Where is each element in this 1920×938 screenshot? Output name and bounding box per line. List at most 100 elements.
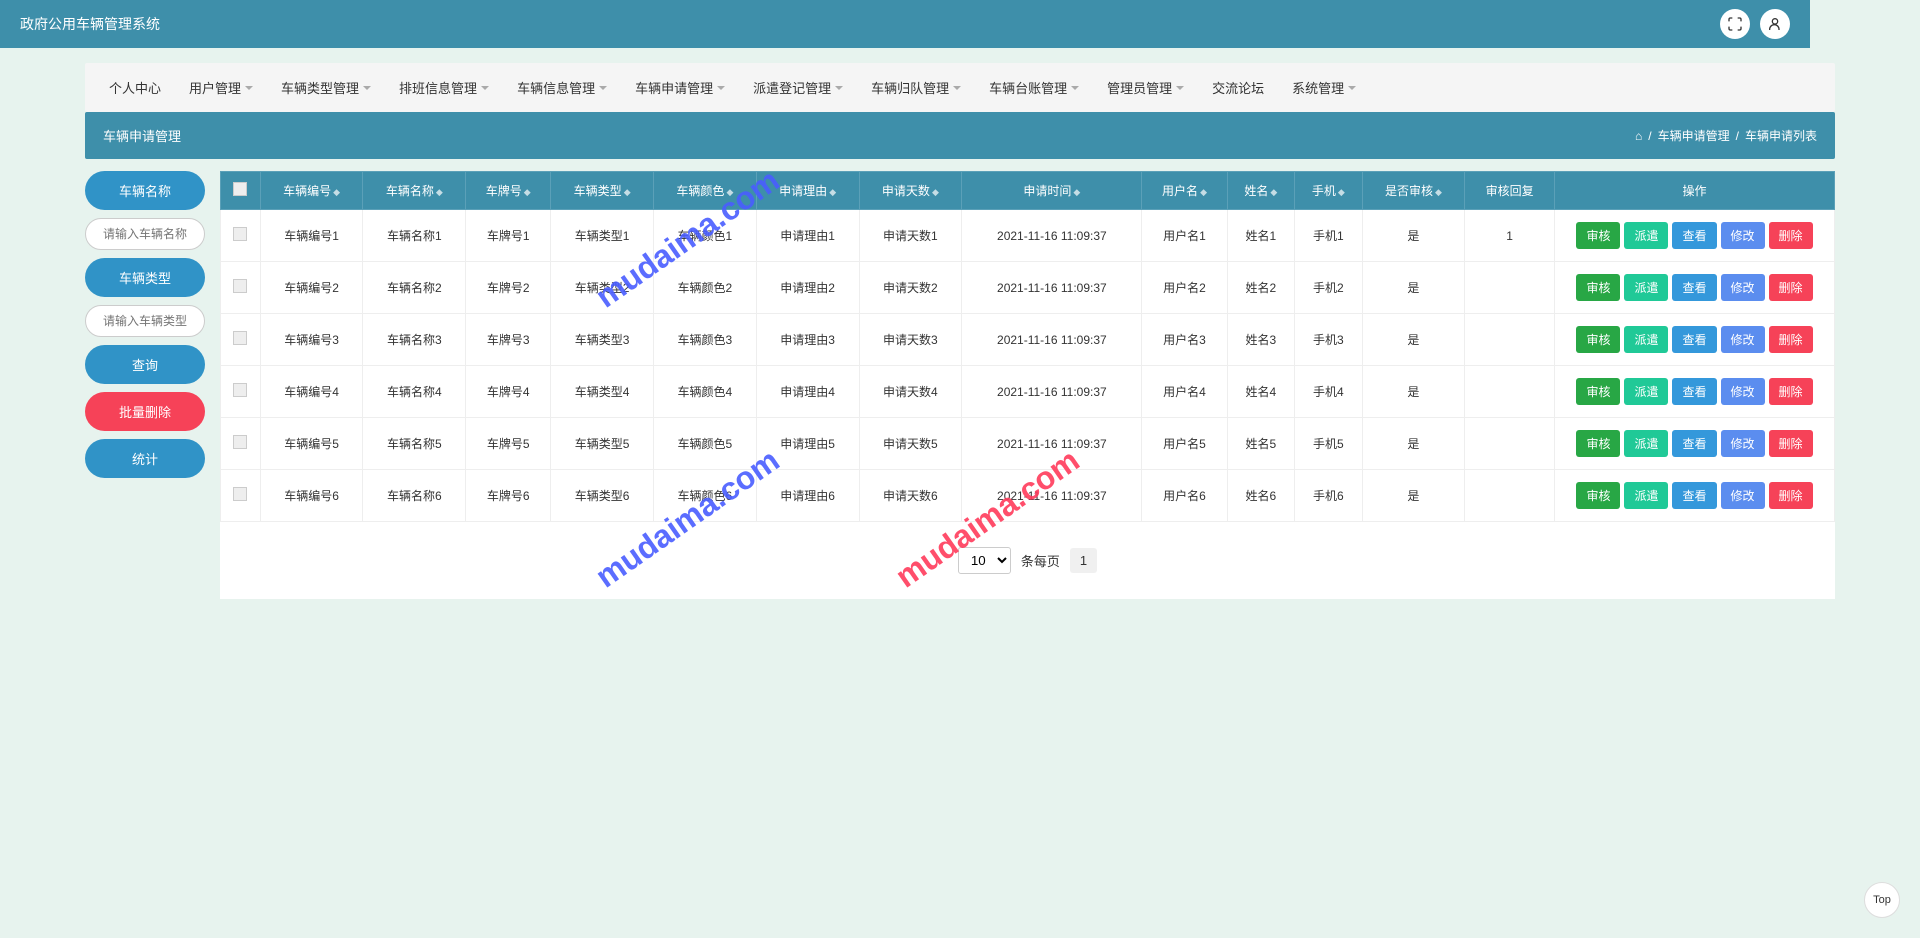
dispatch-button[interactable]: 派遣 xyxy=(1624,222,1668,249)
user-icon[interactable] xyxy=(1760,9,1790,39)
view-button[interactable]: 查看 xyxy=(1672,482,1716,509)
table-cell: 车牌号4 xyxy=(466,366,551,418)
table-cell: 车辆编号3 xyxy=(260,314,363,366)
audit-button[interactable]: 审核 xyxy=(1576,482,1620,509)
view-button[interactable]: 查看 xyxy=(1672,222,1716,249)
select-all-checkbox[interactable] xyxy=(233,182,247,196)
home-icon[interactable]: ⌂ xyxy=(1635,129,1642,143)
delete-button[interactable]: 删除 xyxy=(1769,378,1813,405)
table-cell: 姓名5 xyxy=(1227,418,1294,470)
filter-input-type[interactable] xyxy=(85,305,205,337)
dispatch-button[interactable]: 派遣 xyxy=(1624,326,1668,353)
table-cell: 用户名4 xyxy=(1142,366,1227,418)
row-checkbox[interactable] xyxy=(233,227,247,241)
view-button[interactable]: 查看 xyxy=(1672,326,1716,353)
sort-icon: ◆ xyxy=(1338,187,1345,198)
delete-button[interactable]: 删除 xyxy=(1769,222,1813,249)
delete-button[interactable]: 删除 xyxy=(1769,430,1813,457)
nav-item[interactable]: 车辆归队管理 xyxy=(857,63,975,112)
nav-item[interactable]: 车辆信息管理 xyxy=(503,63,621,112)
filter-input-name[interactable] xyxy=(85,218,205,250)
nav-item[interactable]: 车辆类型管理 xyxy=(267,63,385,112)
column-header[interactable]: 用户名◆ xyxy=(1142,172,1227,210)
audit-button[interactable]: 审核 xyxy=(1576,274,1620,301)
row-checkbox[interactable] xyxy=(233,331,247,345)
nav-item[interactable]: 车辆申请管理 xyxy=(621,63,739,112)
table-cell: 用户名3 xyxy=(1142,314,1227,366)
column-header[interactable]: 手机◆ xyxy=(1295,172,1362,210)
column-header[interactable]: 车辆名称◆ xyxy=(363,172,466,210)
chevron-down-icon xyxy=(481,86,489,90)
main-nav: 个人中心用户管理车辆类型管理排班信息管理车辆信息管理车辆申请管理派遣登记管理车辆… xyxy=(85,63,1835,112)
column-header[interactable]: 申请理由◆ xyxy=(756,172,859,210)
delete-button[interactable]: 删除 xyxy=(1769,482,1813,509)
page-number[interactable]: 1 xyxy=(1070,548,1097,573)
dispatch-button[interactable]: 派遣 xyxy=(1624,274,1668,301)
nav-item[interactable]: 交流论坛 xyxy=(1198,63,1278,112)
batch-delete-button[interactable]: 批量删除 xyxy=(85,392,205,431)
edit-button[interactable]: 修改 xyxy=(1721,378,1765,405)
sort-icon: ◆ xyxy=(436,187,443,198)
edit-button[interactable]: 修改 xyxy=(1721,274,1765,301)
edit-button[interactable]: 修改 xyxy=(1721,430,1765,457)
stats-button[interactable]: 统计 xyxy=(85,439,205,478)
nav-item[interactable]: 车辆台账管理 xyxy=(975,63,1093,112)
view-button[interactable]: 查看 xyxy=(1672,430,1716,457)
column-header[interactable]: 申请天数◆ xyxy=(859,172,962,210)
row-checkbox[interactable] xyxy=(233,487,247,501)
table-row: 车辆编号5车辆名称5车牌号5车辆类型5车辆颜色5申请理由5申请天数52021-1… xyxy=(221,418,1835,470)
fullscreen-icon[interactable] xyxy=(1720,9,1750,39)
table-cell xyxy=(1465,262,1555,314)
row-checkbox[interactable] xyxy=(233,279,247,293)
page-size-select[interactable]: 10 xyxy=(958,547,1011,574)
scroll-top-button[interactable]: Top xyxy=(1864,882,1900,918)
table-cell: 车辆类型1 xyxy=(551,210,654,262)
row-checkbox[interactable] xyxy=(233,383,247,397)
nav-item[interactable]: 派遣登记管理 xyxy=(739,63,857,112)
dispatch-button[interactable]: 派遣 xyxy=(1624,378,1668,405)
chevron-down-icon xyxy=(717,86,725,90)
column-header[interactable]: 是否审核◆ xyxy=(1362,172,1465,210)
audit-button[interactable]: 审核 xyxy=(1576,430,1620,457)
table-cell: 是 xyxy=(1362,470,1465,522)
dispatch-button[interactable]: 派遣 xyxy=(1624,430,1668,457)
row-checkbox[interactable] xyxy=(233,435,247,449)
nav-item[interactable]: 管理员管理 xyxy=(1093,63,1198,112)
nav-item[interactable]: 用户管理 xyxy=(175,63,267,112)
breadcrumb-item[interactable]: 车辆申请列表 xyxy=(1745,127,1817,144)
filter-label-type[interactable]: 车辆类型 xyxy=(85,258,205,297)
filter-label-name[interactable]: 车辆名称 xyxy=(85,171,205,210)
table-cell: 手机5 xyxy=(1295,418,1362,470)
nav-item[interactable]: 排班信息管理 xyxy=(385,63,503,112)
delete-button[interactable]: 删除 xyxy=(1769,326,1813,353)
nav-item[interactable]: 系统管理 xyxy=(1278,63,1370,112)
search-button[interactable]: 查询 xyxy=(85,345,205,384)
table-row: 车辆编号2车辆名称2车牌号2车辆类型2车辆颜色2申请理由2申请天数22021-1… xyxy=(221,262,1835,314)
table-cell: 车辆编号4 xyxy=(260,366,363,418)
chevron-down-icon xyxy=(1071,86,1079,90)
filter-sidebar: 车辆名称 车辆类型 查询 批量删除 统计 xyxy=(85,171,205,599)
column-header[interactable]: 姓名◆ xyxy=(1227,172,1294,210)
edit-button[interactable]: 修改 xyxy=(1721,482,1765,509)
sort-icon: ◆ xyxy=(1073,187,1080,198)
dispatch-button[interactable]: 派遣 xyxy=(1624,482,1668,509)
column-header[interactable]: 申请时间◆ xyxy=(962,172,1142,210)
nav-item[interactable]: 个人中心 xyxy=(95,63,175,112)
column-header[interactable]: 车牌号◆ xyxy=(466,172,551,210)
view-button[interactable]: 查看 xyxy=(1672,378,1716,405)
column-header[interactable]: 车辆类型◆ xyxy=(551,172,654,210)
column-header[interactable]: 车辆颜色◆ xyxy=(654,172,757,210)
table-cell: 2021-11-16 11:09:37 xyxy=(962,366,1142,418)
audit-button[interactable]: 审核 xyxy=(1576,222,1620,249)
audit-button[interactable]: 审核 xyxy=(1576,378,1620,405)
delete-button[interactable]: 删除 xyxy=(1769,274,1813,301)
breadcrumb-item[interactable]: 车辆申请管理 xyxy=(1658,127,1730,144)
sort-icon: ◆ xyxy=(932,187,939,198)
view-button[interactable]: 查看 xyxy=(1672,274,1716,301)
table-cell: 车牌号6 xyxy=(466,470,551,522)
edit-button[interactable]: 修改 xyxy=(1721,326,1765,353)
audit-button[interactable]: 审核 xyxy=(1576,326,1620,353)
table-cell: 车牌号3 xyxy=(466,314,551,366)
column-header[interactable]: 车辆编号◆ xyxy=(260,172,363,210)
edit-button[interactable]: 修改 xyxy=(1721,222,1765,249)
